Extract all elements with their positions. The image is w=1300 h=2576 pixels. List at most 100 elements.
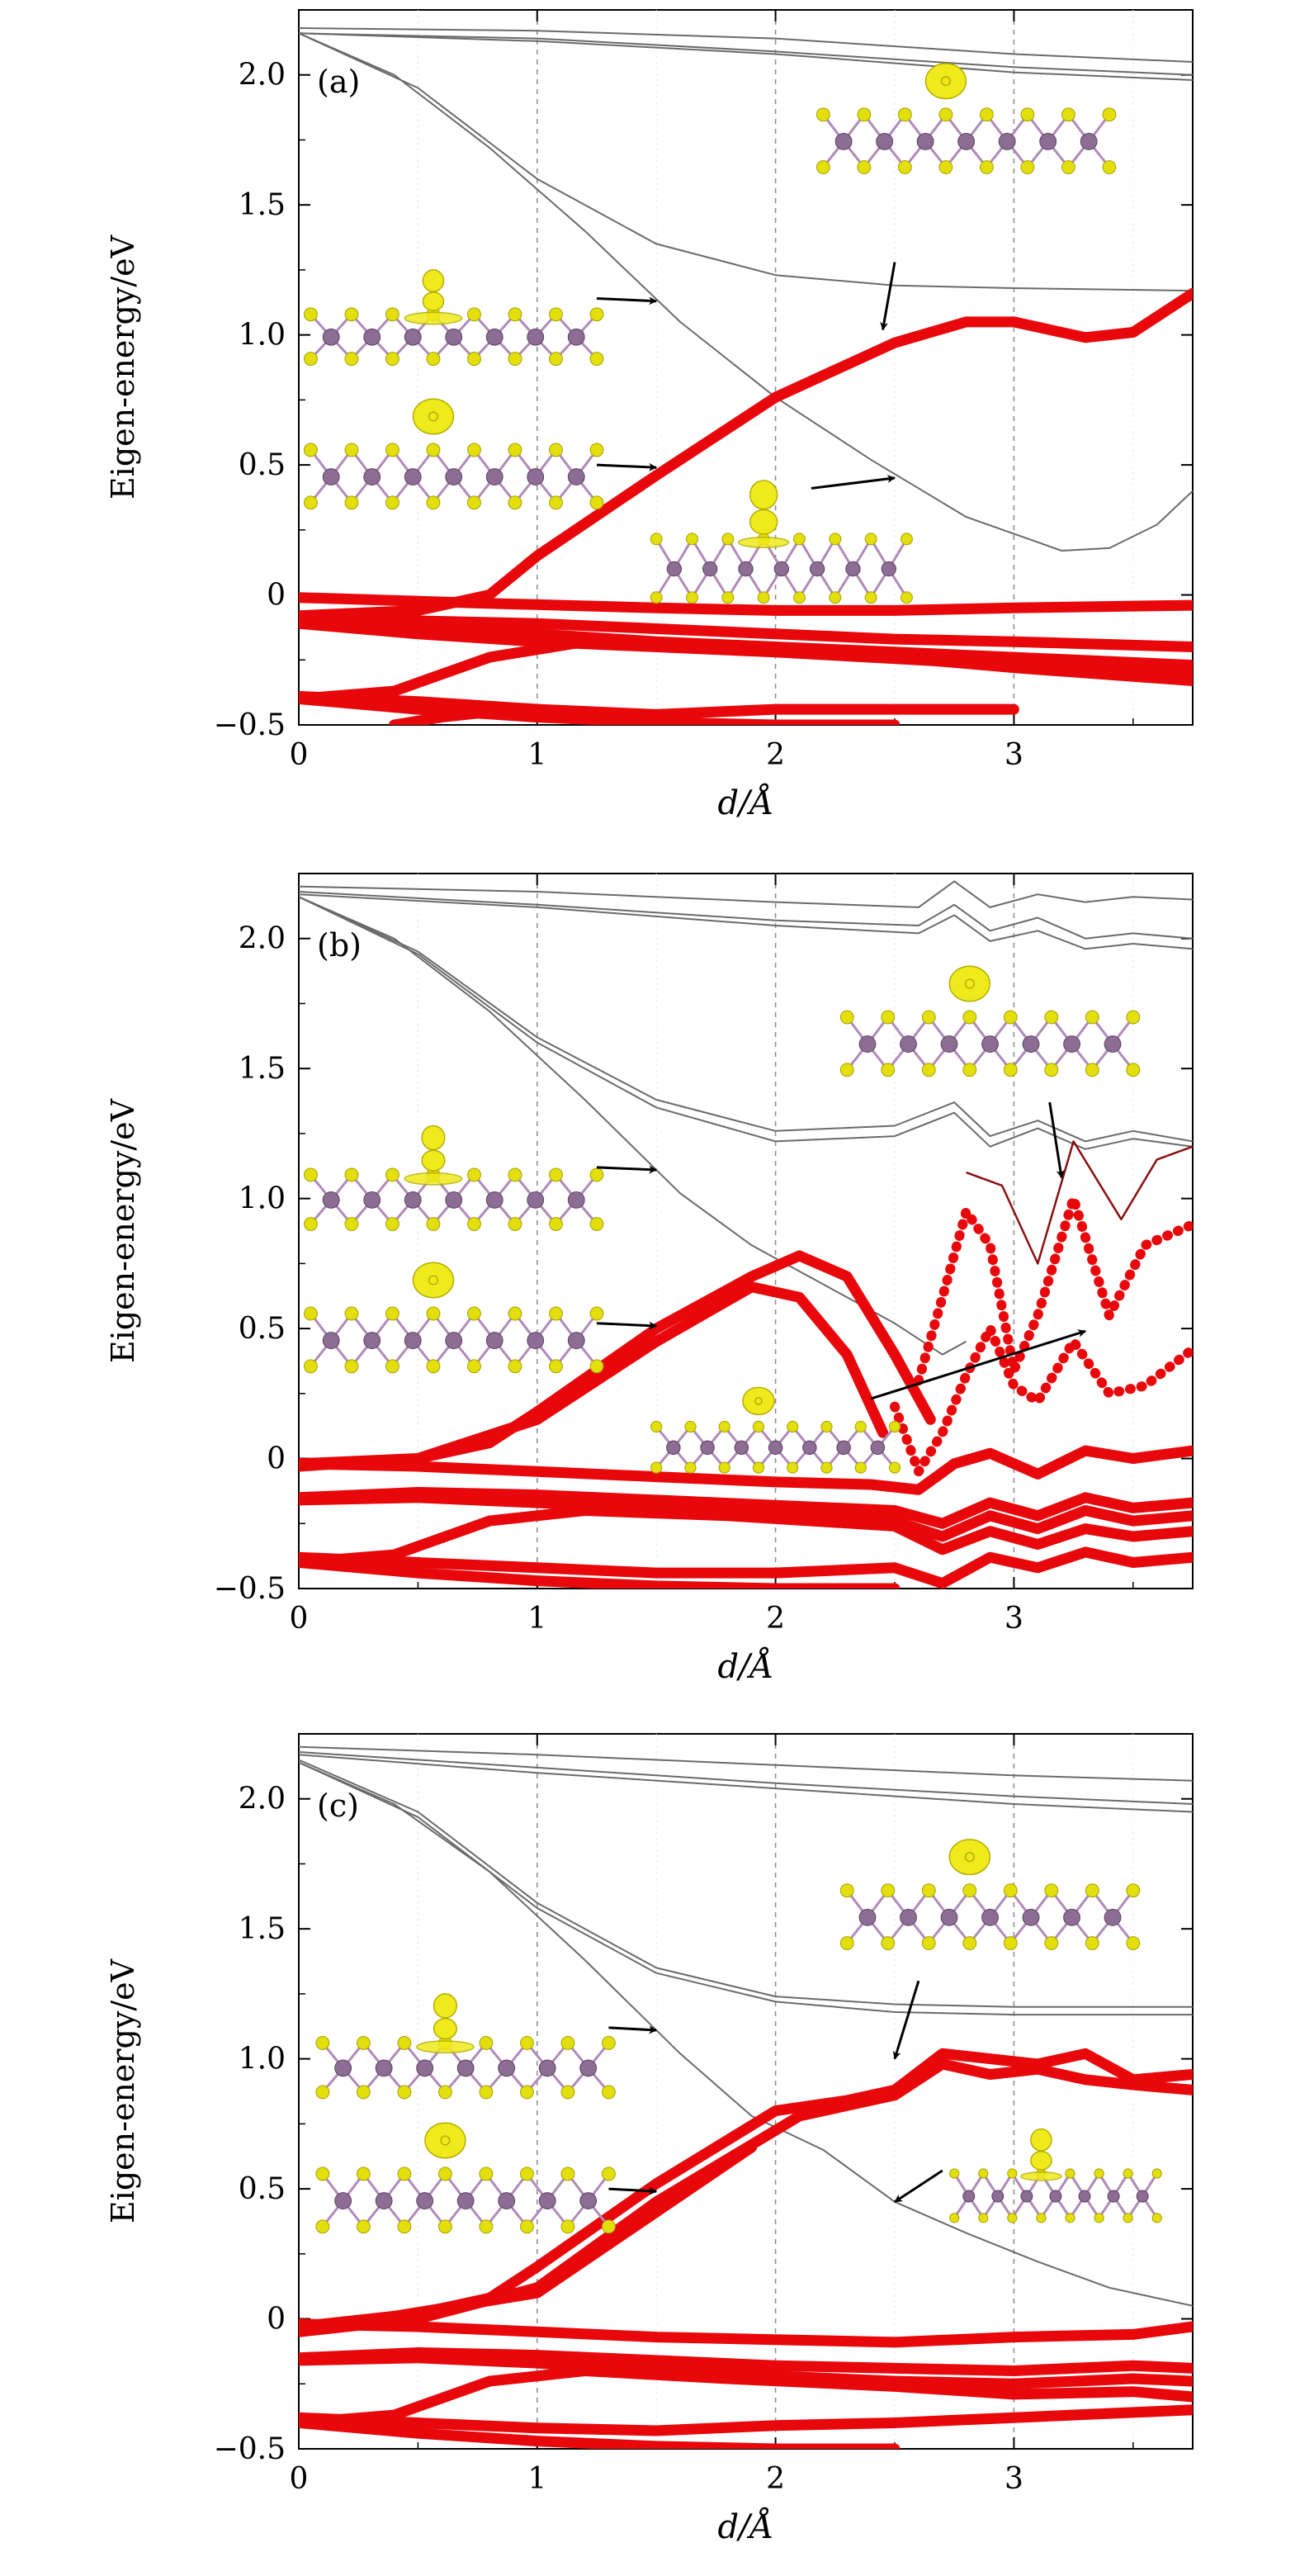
sulfur-atom <box>978 2213 989 2223</box>
molybdenum-atom <box>322 1332 340 1349</box>
molybdenum-atom <box>940 1035 958 1053</box>
sulfur-atom <box>560 2036 575 2050</box>
sulfur-atom <box>1007 2168 1018 2179</box>
molybdenum-atom <box>1104 1908 1122 1926</box>
sulfur-atom <box>304 1359 318 1374</box>
molybdenum-atom <box>773 561 789 577</box>
x-tick-label: 3 <box>1005 738 1023 772</box>
molybdenum-atom <box>700 1440 715 1456</box>
sulfur-atom <box>356 2219 371 2234</box>
sulfur-atom <box>467 495 481 510</box>
gray-band-line <box>299 32 1193 76</box>
electron-orbital <box>421 1149 446 1172</box>
molybdenum-atom <box>334 2059 352 2077</box>
molybdenum-atom <box>702 561 718 577</box>
annotation-arrow <box>608 2186 658 2195</box>
sulfur-atom <box>839 1936 854 1950</box>
gray-band-line <box>299 32 1193 81</box>
sulfur-atom <box>881 1883 896 1898</box>
sulfur-atom <box>962 1010 977 1025</box>
sulfur-atom <box>520 2085 534 2100</box>
sulfur-atom <box>426 495 441 510</box>
electron-orbital <box>404 311 463 325</box>
molybdenum-atom <box>916 132 934 150</box>
y-axis-label: Eigen-energy/eV <box>105 1958 141 2223</box>
sulfur-atom <box>650 1461 663 1474</box>
thin-red-line <box>966 1140 1193 1265</box>
sulfur-atom <box>684 1461 697 1474</box>
sulfur-atom <box>344 352 359 367</box>
x-axis-label: d/Å <box>718 784 774 822</box>
sulfur-atom <box>356 2036 371 2050</box>
sulfur-atom <box>854 1420 867 1433</box>
sulfur-atom <box>356 2166 371 2181</box>
sulfur-atom <box>344 1217 359 1231</box>
orbital-center <box>964 978 975 989</box>
y-tick-label: 1.0 <box>239 319 286 353</box>
electron-orbital <box>422 291 445 312</box>
sulfur-atom <box>549 1217 563 1231</box>
electron-orbital <box>1030 2128 1052 2152</box>
molybdenum-atom <box>1136 2190 1149 2203</box>
red-band-line <box>299 1546 1193 1589</box>
molybdenum-atom <box>527 328 545 346</box>
sulfur-atom <box>397 2166 412 2181</box>
y-tick-label: 1.0 <box>239 1182 286 1216</box>
sulfur-atom <box>467 352 481 367</box>
sulfur-atom <box>1061 107 1075 122</box>
sulfur-atom <box>901 591 913 604</box>
sulfur-atom <box>1044 1063 1059 1077</box>
red-band-line <box>299 694 901 725</box>
sulfur-atom <box>508 1359 522 1374</box>
red-band-line <box>299 592 1193 616</box>
gray-band-line <box>299 27 1193 63</box>
y-axis-label: Eigen-energy/eV <box>105 234 141 500</box>
orbital-center <box>428 1275 439 1286</box>
sulfur-atom <box>385 443 399 457</box>
sulfur-atom <box>315 2219 330 2234</box>
electron-orbital <box>749 480 778 510</box>
sulfur-atom <box>1094 2168 1104 2179</box>
molybdenum-atom <box>858 1035 877 1053</box>
molybdenum-atom <box>375 2192 393 2209</box>
molybdenum-atom <box>836 1440 851 1456</box>
orbital-center <box>754 1397 763 1405</box>
panel-a: 0 1 2 3−0.500.51.01.52.0d/ÅEigen-energy/eV(… <box>105 9 1194 822</box>
molybdenum-atom <box>567 1191 585 1209</box>
x-axis-label: d/Å <box>718 1647 774 1686</box>
sulfur-atom <box>921 1010 936 1025</box>
sulfur-atom <box>589 1167 604 1182</box>
gray-band-line <box>299 880 1193 908</box>
sulfur-atom <box>426 1306 441 1321</box>
sulfur-atom <box>602 2166 616 2181</box>
sulfur-atom <box>881 1936 896 1950</box>
molybdenum-atom <box>485 328 503 346</box>
sulfur-atom <box>479 2085 494 2100</box>
molybdenum-atom <box>809 561 825 577</box>
gray-band-line <box>299 1761 1193 2307</box>
sulfur-atom <box>854 1461 867 1474</box>
sulfur-atom <box>888 1420 901 1433</box>
sulfur-atom <box>752 1461 765 1474</box>
sulfur-atom <box>857 160 872 174</box>
red-band-line <box>299 287 1193 622</box>
y-tick-label: 0.5 <box>239 2172 286 2206</box>
sulfur-atom <box>304 307 318 322</box>
x-tick-label: 3 <box>1005 2462 1023 2496</box>
sulfur-atom <box>344 1167 359 1182</box>
sulfur-atom <box>315 2085 330 2100</box>
y-tick-label: 0.5 <box>239 1312 286 1346</box>
sulfur-atom <box>520 2036 534 2050</box>
y-tick-label: 1.0 <box>239 2043 286 2076</box>
electron-orbital <box>749 509 778 535</box>
molybdenum-atom <box>991 2190 1005 2203</box>
molecule-inset <box>839 965 1141 1077</box>
sulfur-atom <box>1123 2213 1133 2223</box>
annotation-arrow <box>596 1321 658 1330</box>
molybdenum-atom <box>870 1440 886 1456</box>
sulfur-atom <box>344 495 359 510</box>
molybdenum-atom <box>527 468 545 485</box>
molybdenum-atom <box>981 1035 999 1053</box>
sulfur-atom <box>938 160 953 174</box>
